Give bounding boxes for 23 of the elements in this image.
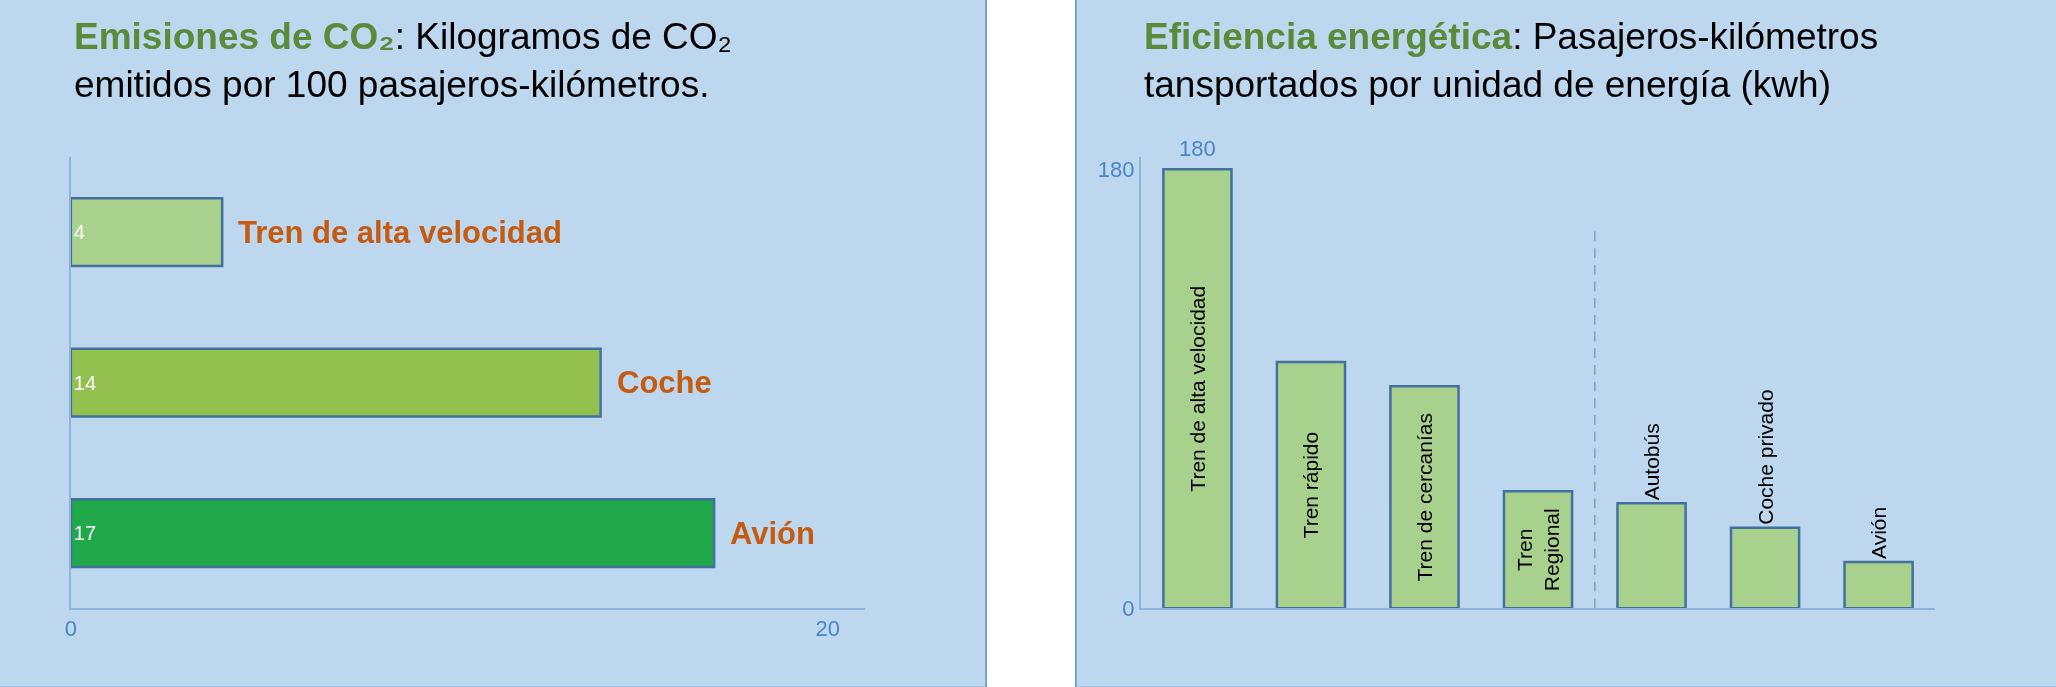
- category-label: Tren rápido: [1299, 431, 1323, 539]
- chart-title: Emisiones de CO₂: Kilogramos de CO₂ emitidos por 100 pasajeros-kilómetros.: [74, 16, 732, 106]
- bar: [1843, 560, 1914, 609]
- data-label: 14: [73, 371, 97, 394]
- data-label: 180: [1179, 136, 1216, 161]
- bar: [1616, 502, 1687, 609]
- bar: [1275, 360, 1347, 609]
- data-label: 17: [73, 522, 97, 545]
- category-label: Autobús: [1640, 423, 1664, 501]
- bar: [70, 197, 224, 268]
- category-label: Avión: [1867, 506, 1891, 559]
- bar: [70, 347, 602, 418]
- bar: [70, 497, 716, 569]
- bar: [1729, 526, 1801, 609]
- chart-title: Eficiencia energética: Pasajeros-kilómetros tansportados por unidad de energía (kwh): [1144, 16, 1879, 106]
- data-label: 4: [73, 221, 85, 244]
- category-label: Tren Regional: [1512, 508, 1564, 592]
- x-tick-label: 20: [815, 616, 840, 642]
- category-label: Coche privado: [1753, 389, 1777, 525]
- bar: [1162, 167, 1233, 609]
- bar: [1389, 385, 1460, 609]
- y-tick-label: Coche: [617, 365, 712, 400]
- category-label: Tren de cercanías: [1412, 413, 1436, 582]
